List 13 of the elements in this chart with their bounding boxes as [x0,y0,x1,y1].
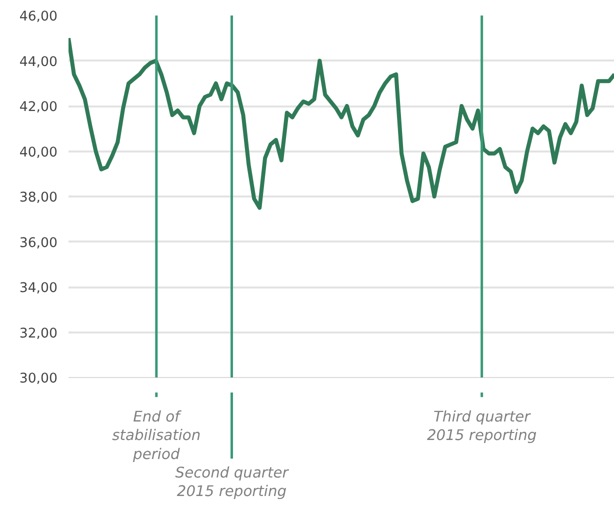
y-tick-label: 36,00 [19,236,58,251]
y-tick-label: 32,00 [19,326,58,342]
y-tick-label: 40,00 [19,145,58,160]
text: End of stabilisation period [112,408,201,463]
y-tick-label: 46,00 [19,10,58,24]
text: Second quarter 2015 reporting [175,464,288,500]
y-tick-label: 34,00 [19,281,58,296]
y-tick-label: 38,00 [19,190,58,206]
y-tick-label: 44,00 [19,54,58,70]
text: Third quarter 2015 reporting [426,408,537,444]
line-series [68,36,614,210]
y-tick-label: 30,00 [19,372,58,386]
y-tick-label: 42,00 [19,100,58,115]
